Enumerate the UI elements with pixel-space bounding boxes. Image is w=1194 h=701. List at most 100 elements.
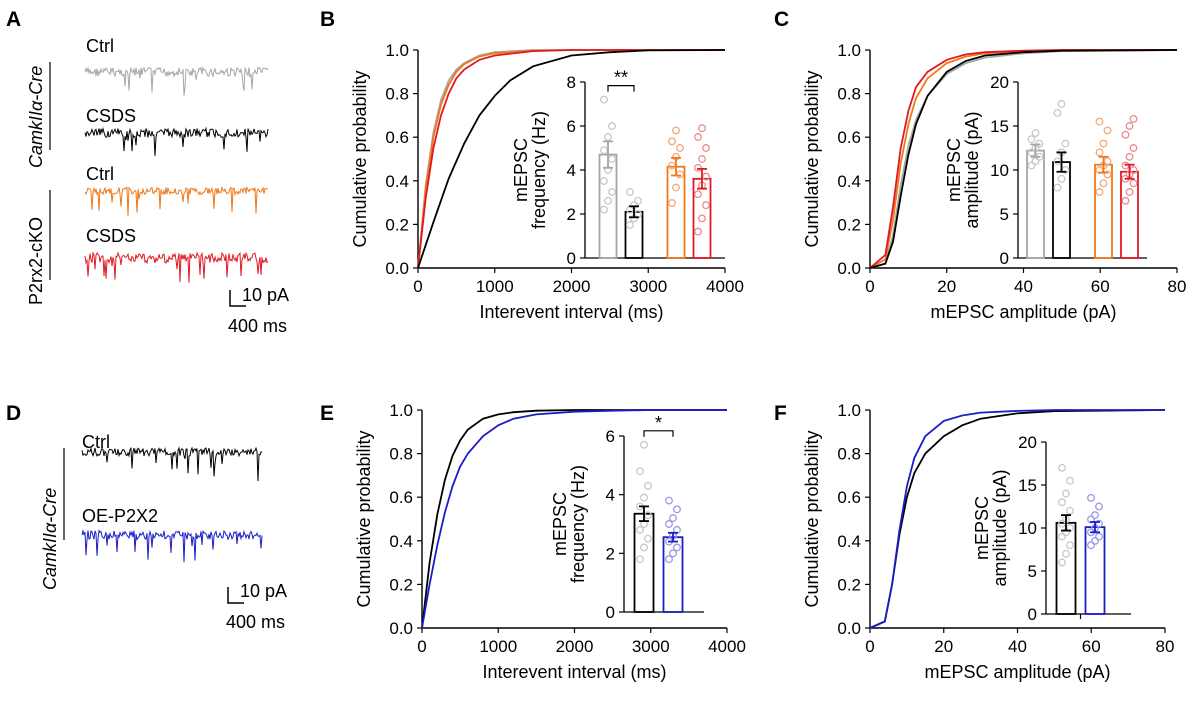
data-point	[600, 177, 608, 185]
y-tick-label: 0.6	[837, 128, 861, 147]
data-point	[640, 543, 648, 552]
data-point	[1027, 135, 1036, 144]
inset-y-tick-label: 5	[1028, 562, 1037, 581]
y-tick-label: 0.4	[389, 532, 413, 551]
y-tick-label: 0.6	[389, 488, 413, 507]
data-point	[1099, 179, 1108, 188]
x-tick-label: 80	[1168, 277, 1187, 296]
data-point	[1095, 117, 1104, 126]
data-point	[1087, 541, 1095, 550]
inset-y-tick-label: 6	[606, 427, 615, 446]
x-tick-label: 20	[934, 637, 953, 656]
data-point	[626, 221, 634, 229]
y-axis-label: Cumulative probability	[802, 430, 822, 607]
data-point	[1066, 506, 1074, 515]
panel-letter-f: F	[774, 402, 787, 425]
x-axis-label: mEPSC amplitude (pA)	[924, 662, 1110, 682]
panel-letter-c: C	[774, 8, 789, 31]
y-axis-label: Cumulative probability	[802, 70, 822, 247]
panel-letter-e: E	[320, 402, 334, 425]
panel-letter-d: D	[6, 402, 21, 425]
y-tick-label: 0.0	[837, 619, 861, 638]
data-point	[640, 440, 648, 449]
trace-a-csds	[84, 126, 269, 157]
inset-y-label-line2: amplitude (pA)	[990, 469, 1010, 586]
y-tick-label: 0.0	[837, 259, 861, 278]
data-point	[1057, 100, 1066, 108]
inset-y-tick-label: 20	[990, 73, 1009, 92]
data-point	[1121, 130, 1130, 139]
data-point	[604, 133, 612, 141]
x-tick-label: 80	[1156, 637, 1175, 656]
data-point	[1095, 188, 1104, 196]
inset-y-label-line1: mEPSC	[972, 496, 992, 560]
data-point	[1095, 502, 1103, 511]
data-point	[1087, 493, 1095, 502]
y-tick-label: 0.6	[837, 488, 861, 507]
x-axis-label: Interevent interval (ms)	[482, 662, 666, 682]
data-point	[634, 196, 642, 205]
y-axis-label: Cumulative probability	[354, 430, 374, 607]
scale-x-a: 400 ms	[228, 316, 287, 336]
significance-stars: **	[614, 68, 628, 88]
x-axis-label: Interevent interval (ms)	[479, 302, 663, 322]
data-point	[694, 227, 702, 236]
trace-d-oe	[81, 528, 263, 563]
data-point	[1125, 122, 1134, 130]
data-point	[669, 514, 677, 523]
x-tick-label: 4000	[706, 277, 744, 296]
data-point	[1099, 139, 1108, 148]
inset-y-tick-label: 8	[567, 73, 576, 92]
inset-y-tick-label: 15	[1018, 476, 1037, 495]
y-tick-label: 1.0	[385, 41, 409, 60]
data-point	[694, 133, 702, 141]
chart-f: 0.0 0.2 0.4 0.6 0.8 1.0 0 20 40 60 80 mEPSC amplitu…	[802, 401, 1174, 682]
panel-letter-a: A	[6, 8, 21, 31]
x-tick-label: 20	[937, 277, 956, 296]
data-point	[1053, 183, 1062, 192]
data-point	[676, 144, 684, 152]
inset-y-tick-label: 2	[606, 544, 615, 563]
y-tick-label: 0.8	[389, 445, 413, 464]
trace-a-ctrl	[84, 66, 269, 96]
data-point	[1095, 148, 1104, 157]
y-tick-label: 0.8	[837, 445, 861, 464]
data-point	[702, 144, 710, 152]
data-point	[1125, 188, 1134, 196]
data-point	[1103, 170, 1112, 179]
inset-y-label-line1: mEPSC	[511, 138, 531, 202]
data-point	[1095, 532, 1103, 541]
series-line	[417, 49, 726, 269]
scale-bar-d	[227, 587, 244, 604]
data-point	[1091, 536, 1099, 545]
data-point	[669, 549, 677, 558]
data-point	[673, 505, 681, 514]
series-line	[869, 49, 1177, 269]
data-point	[698, 155, 706, 163]
data-point	[668, 199, 676, 207]
y-tick-label: 1.0	[389, 401, 413, 420]
y-tick-label: 0.2	[385, 215, 409, 234]
data-point	[608, 188, 616, 196]
inset-y-tick-label: 4	[606, 486, 615, 505]
y-tick-label: 0.4	[385, 172, 409, 191]
inset-y-label-line1: mEPSC	[944, 138, 964, 202]
data-point	[644, 481, 652, 490]
panel-letter-b: B	[320, 8, 335, 31]
series-line	[421, 409, 727, 629]
data-point	[608, 122, 616, 130]
data-point	[1103, 126, 1112, 135]
trace-d-ctrl	[81, 446, 263, 482]
inset-y-tick-label: 0	[1000, 249, 1009, 268]
significance-bracket	[643, 430, 674, 437]
data-point	[698, 124, 706, 133]
y-tick-label: 0.0	[389, 619, 413, 638]
data-point	[668, 137, 676, 146]
x-tick-label: 1000	[479, 637, 517, 656]
data-point	[1062, 549, 1070, 558]
data-point	[665, 496, 673, 505]
data-point	[1058, 498, 1066, 507]
series-line	[417, 49, 725, 269]
